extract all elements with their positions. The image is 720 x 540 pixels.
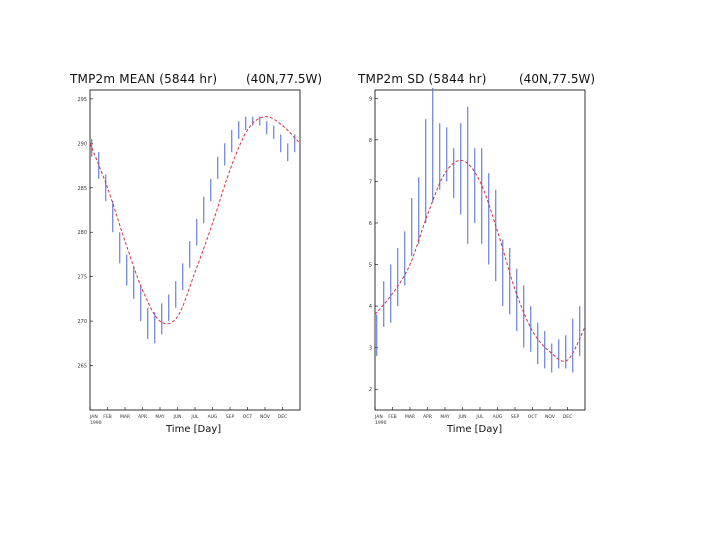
y-tick-label: 280 (77, 230, 87, 236)
x-tick-label: MAY (155, 414, 165, 420)
x-axis-label-mean: Time [Day] (166, 424, 222, 435)
x-tick-label: JUN (173, 414, 182, 420)
x-tick-label: DEC (278, 414, 287, 420)
x-tick-label: MAR (405, 414, 415, 420)
x-tick-label: OCT (528, 414, 538, 420)
x-year-label: 1990 (375, 420, 387, 426)
x-axis-label-sd: Time [Day] (447, 424, 503, 435)
y-tick-label: 5 (369, 263, 372, 269)
x-year-label: 1990 (90, 420, 102, 426)
x-tick-label: JUN (458, 414, 467, 420)
fit-line (89, 116, 301, 325)
x-tick-label: APR (423, 414, 432, 420)
x-tick-label: AUG (493, 414, 503, 420)
x-tick-label: NOV (260, 414, 271, 420)
y-tick-label: 275 (77, 275, 87, 281)
y-tick-label: 265 (77, 364, 87, 370)
y-tick-label: 4 (369, 304, 372, 310)
x-tick-label: OCT (243, 414, 253, 420)
chart-title-sd: TMP2m SD (5844 hr) (358, 72, 487, 86)
x-tick-label: JUL (475, 414, 484, 420)
y-tick-label: 6 (369, 221, 372, 227)
plot-frame (374, 89, 586, 411)
x-tick-label: MAR (120, 414, 130, 420)
x-tick-label: NOV (545, 414, 556, 420)
y-tick-label: 270 (77, 319, 87, 325)
y-tick-label: 285 (77, 186, 87, 192)
x-tick-label: FEB (388, 414, 397, 420)
x-tick-label: SEP (511, 414, 520, 420)
y-tick-label: 8 (369, 138, 372, 144)
plot-frame (89, 89, 301, 411)
x-tick-label: APR (138, 414, 147, 420)
chart-sd: 2 3 4 5 6 7 8 9 JAN FEB MAR APR MAY JUN JUL AUG SEP OCT NO… (369, 88, 586, 426)
chart-title-mean: TMP2m MEAN (5844 hr) (70, 72, 218, 86)
x-tick-label: SEP (226, 414, 235, 420)
y-tick-label: 3 (369, 346, 372, 352)
x-tick-label: JAN (374, 414, 383, 420)
fit-line (374, 159, 586, 362)
x-tick-label: JAN (89, 414, 98, 420)
chart-mean: 265 270 275 280 285 290 295 JAN FEB MAR APR MAY JUN J… (77, 89, 301, 426)
y-tick-label: 7 (369, 179, 372, 185)
y-tick-label: 2 (369, 387, 372, 393)
x-tick-label: MAY (440, 414, 450, 420)
x-tick-label: AUG (208, 414, 218, 420)
y-tick-label: 9 (369, 96, 372, 102)
x-tick-label: FEB (103, 414, 112, 420)
x-tick-label: JUL (190, 414, 199, 420)
y-tick-label: 295 (77, 97, 87, 103)
chart-location-mean: (40N,77.5W) (246, 72, 323, 86)
x-tick-label: DEC (563, 414, 572, 420)
chart-location-sd: (40N,77.5W) (519, 72, 596, 86)
y-tick-label: 290 (77, 141, 87, 147)
